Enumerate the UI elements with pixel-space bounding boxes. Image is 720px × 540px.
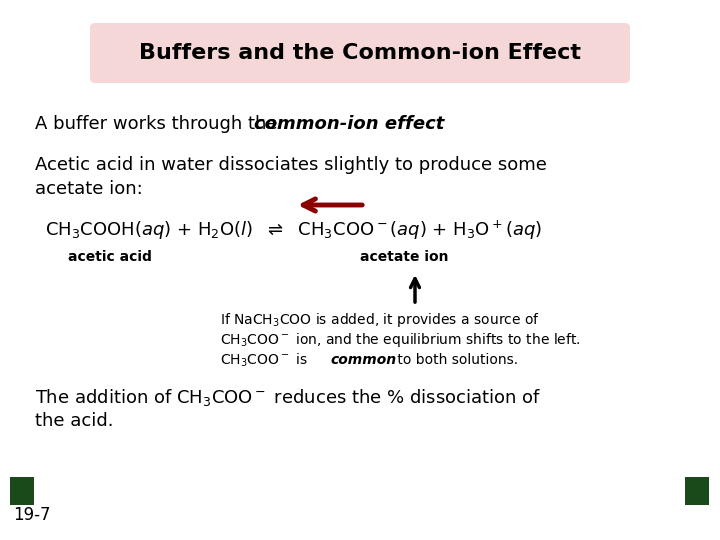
- Text: CH$_3$COOH($aq$) + H$_2$O($l$)  $\rightleftharpoons$  CH$_3$COO$^-$($aq$) + H$_3: CH$_3$COOH($aq$) + H$_2$O($l$) $\rightle…: [45, 218, 542, 241]
- Text: common-ion effect: common-ion effect: [254, 115, 444, 133]
- Text: A buffer works through the: A buffer works through the: [35, 115, 283, 133]
- Text: Buffers and the Common-ion Effect: Buffers and the Common-ion Effect: [139, 43, 581, 63]
- Text: to both solutions.: to both solutions.: [393, 353, 518, 367]
- Text: CH$_3$COO$^-$ is: CH$_3$COO$^-$ is: [220, 352, 308, 369]
- Text: acetate ion: acetate ion: [360, 250, 449, 264]
- Text: CH$_3$COO$^-$ ion, and the equilibrium shifts to the left.: CH$_3$COO$^-$ ion, and the equilibrium s…: [220, 331, 580, 349]
- Bar: [10, 477, 34, 505]
- Text: the acid.: the acid.: [35, 412, 114, 430]
- FancyBboxPatch shape: [90, 23, 630, 83]
- Text: .: .: [435, 115, 441, 133]
- Text: Acetic acid in water dissociates slightly to produce some: Acetic acid in water dissociates slightl…: [35, 156, 547, 174]
- Text: common: common: [330, 353, 396, 367]
- Text: 19-7: 19-7: [13, 506, 50, 524]
- Bar: [685, 477, 709, 505]
- Text: The addition of CH$_3$COO$^-$ reduces the % dissociation of: The addition of CH$_3$COO$^-$ reduces th…: [35, 387, 541, 408]
- Text: acetic acid: acetic acid: [68, 250, 152, 264]
- Text: If NaCH$_3$COO is added, it provides a source of: If NaCH$_3$COO is added, it provides a s…: [220, 311, 540, 329]
- Text: acetate ion:: acetate ion:: [35, 180, 143, 198]
